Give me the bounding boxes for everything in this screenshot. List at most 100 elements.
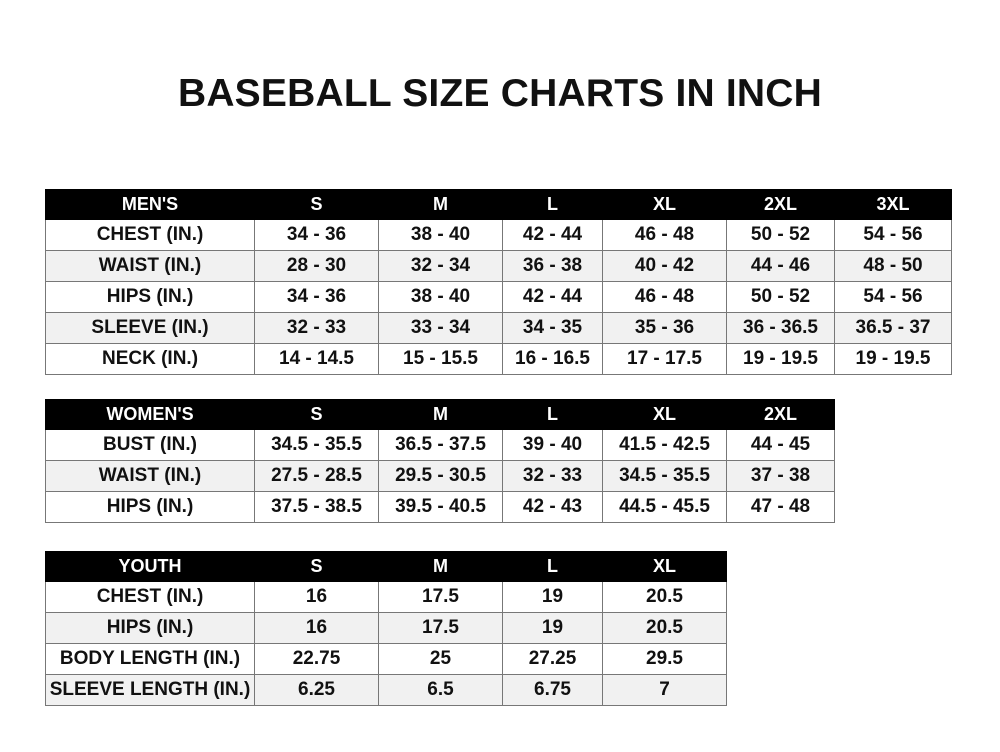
- size-value: 35 - 36: [602, 312, 727, 344]
- measurement-label: HIPS (IN.): [45, 281, 255, 313]
- size-header: S: [254, 551, 379, 582]
- size-value: 37 - 38: [726, 460, 835, 492]
- size-header: M: [378, 551, 503, 582]
- size-value: 27.5 - 28.5: [254, 460, 379, 492]
- size-value: 19: [502, 612, 603, 644]
- size-header: S: [254, 189, 379, 220]
- measurement-label: CHEST (IN.): [45, 581, 255, 613]
- table-header-row: WOMEN'S S M L XL 2XL: [45, 399, 835, 430]
- page-title: BASEBALL SIZE CHARTS IN INCH: [177, 72, 823, 115]
- table-row: SLEEVE LENGTH (IN.) 6.25 6.5 6.75 7: [45, 674, 727, 706]
- size-value: 20.5: [602, 581, 727, 613]
- size-header: XL: [602, 551, 727, 582]
- size-header: XL: [602, 399, 727, 430]
- table-row: HIPS (IN.) 34 - 36 38 - 40 42 - 44 46 - 48 50…: [45, 281, 952, 313]
- measurement-label: BODY LENGTH (IN.): [45, 643, 255, 675]
- size-value: 32 - 33: [254, 312, 379, 344]
- table-row: WAIST (IN.) 27.5 - 28.5 29.5 - 30.5 32 - 33…: [45, 460, 835, 492]
- measurement-label: WAIST (IN.): [45, 460, 255, 492]
- table-row: BODY LENGTH (IN.) 22.75 25 27.25 29.5: [45, 643, 727, 675]
- size-value: 33 - 34: [378, 312, 503, 344]
- size-value: 34.5 - 35.5: [602, 460, 727, 492]
- size-value: 46 - 48: [602, 219, 727, 251]
- size-value: 16: [254, 581, 379, 613]
- measurement-label: WAIST (IN.): [45, 250, 255, 282]
- size-value: 17.5: [378, 612, 503, 644]
- size-value: 40 - 42: [602, 250, 727, 282]
- size-value: 28 - 30: [254, 250, 379, 282]
- table-row: SLEEVE (IN.) 32 - 33 33 - 34 34 - 35 35 - 36…: [45, 312, 952, 344]
- size-value: 47 - 48: [726, 491, 835, 523]
- youth-size-table: YOUTH S M L XL CHEST (IN.) 16 17.5 19 20.5 HIPS (I…: [45, 551, 727, 706]
- size-value: 42 - 44: [502, 281, 603, 313]
- size-value: 6.75: [502, 674, 603, 706]
- size-value: 14 - 14.5: [254, 343, 379, 375]
- size-value: 38 - 40: [378, 281, 503, 313]
- size-value: 36 - 38: [502, 250, 603, 282]
- category-header: WOMEN'S: [45, 399, 255, 430]
- size-value: 34 - 35: [502, 312, 603, 344]
- measurement-label: HIPS (IN.): [45, 491, 255, 523]
- category-header: YOUTH: [45, 551, 255, 582]
- size-value: 39.5 - 40.5: [378, 491, 503, 523]
- size-value: 44 - 46: [726, 250, 835, 282]
- size-header: XL: [602, 189, 727, 220]
- size-value: 44 - 45: [726, 429, 835, 461]
- size-value: 36.5 - 37.5: [378, 429, 503, 461]
- size-value: 29.5 - 30.5: [378, 460, 503, 492]
- size-header: 2XL: [726, 399, 835, 430]
- size-value: 44.5 - 45.5: [602, 491, 727, 523]
- size-value: 50 - 52: [726, 281, 835, 313]
- size-value: 34.5 - 35.5: [254, 429, 379, 461]
- mens-size-table: MEN'S S M L XL 2XL 3XL CHEST (IN.) 34 - 36 38 - 4…: [45, 189, 952, 375]
- size-value: 22.75: [254, 643, 379, 675]
- size-value: 36 - 36.5: [726, 312, 835, 344]
- size-value: 48 - 50: [834, 250, 952, 282]
- size-value: 19 - 19.5: [834, 343, 952, 375]
- measurement-label: HIPS (IN.): [45, 612, 255, 644]
- size-header: S: [254, 399, 379, 430]
- size-value: 6.25: [254, 674, 379, 706]
- table-header-row: MEN'S S M L XL 2XL 3XL: [45, 189, 952, 220]
- table-row: HIPS (IN.) 37.5 - 38.5 39.5 - 40.5 42 - 43 4…: [45, 491, 835, 523]
- size-value: 34 - 36: [254, 219, 379, 251]
- table-row: HIPS (IN.) 16 17.5 19 20.5: [45, 612, 727, 644]
- size-value: 37.5 - 38.5: [254, 491, 379, 523]
- size-value: 54 - 56: [834, 219, 952, 251]
- size-header: L: [502, 399, 603, 430]
- table-row: BUST (IN.) 34.5 - 35.5 36.5 - 37.5 39 - 40 4…: [45, 429, 835, 461]
- table-row: CHEST (IN.) 34 - 36 38 - 40 42 - 44 46 - 48 5…: [45, 219, 952, 251]
- size-value: 38 - 40: [378, 219, 503, 251]
- size-value: 7: [602, 674, 727, 706]
- size-value: 20.5: [602, 612, 727, 644]
- measurement-label: NECK (IN.): [45, 343, 255, 375]
- category-header: MEN'S: [45, 189, 255, 220]
- size-value: 29.5: [602, 643, 727, 675]
- size-value: 19 - 19.5: [726, 343, 835, 375]
- size-value: 42 - 43: [502, 491, 603, 523]
- size-value: 6.5: [378, 674, 503, 706]
- size-value: 19: [502, 581, 603, 613]
- size-value: 16: [254, 612, 379, 644]
- size-value: 50 - 52: [726, 219, 835, 251]
- size-header: M: [378, 189, 503, 220]
- size-value: 27.25: [502, 643, 603, 675]
- size-header: M: [378, 399, 503, 430]
- table-row: WAIST (IN.) 28 - 30 32 - 34 36 - 38 40 - 42 4…: [45, 250, 952, 282]
- table-row: NECK (IN.) 14 - 14.5 15 - 15.5 16 - 16.5 17 …: [45, 343, 952, 375]
- measurement-label: SLEEVE (IN.): [45, 312, 255, 344]
- size-value: 15 - 15.5: [378, 343, 503, 375]
- size-header: 2XL: [726, 189, 835, 220]
- size-value: 17 - 17.5: [602, 343, 727, 375]
- measurement-label: BUST (IN.): [45, 429, 255, 461]
- size-header: L: [502, 551, 603, 582]
- size-value: 32 - 34: [378, 250, 503, 282]
- size-value: 25: [378, 643, 503, 675]
- size-value: 39 - 40: [502, 429, 603, 461]
- size-header: L: [502, 189, 603, 220]
- size-value: 54 - 56: [834, 281, 952, 313]
- size-header: 3XL: [834, 189, 952, 220]
- size-value: 34 - 36: [254, 281, 379, 313]
- size-value: 41.5 - 42.5: [602, 429, 727, 461]
- size-value: 16 - 16.5: [502, 343, 603, 375]
